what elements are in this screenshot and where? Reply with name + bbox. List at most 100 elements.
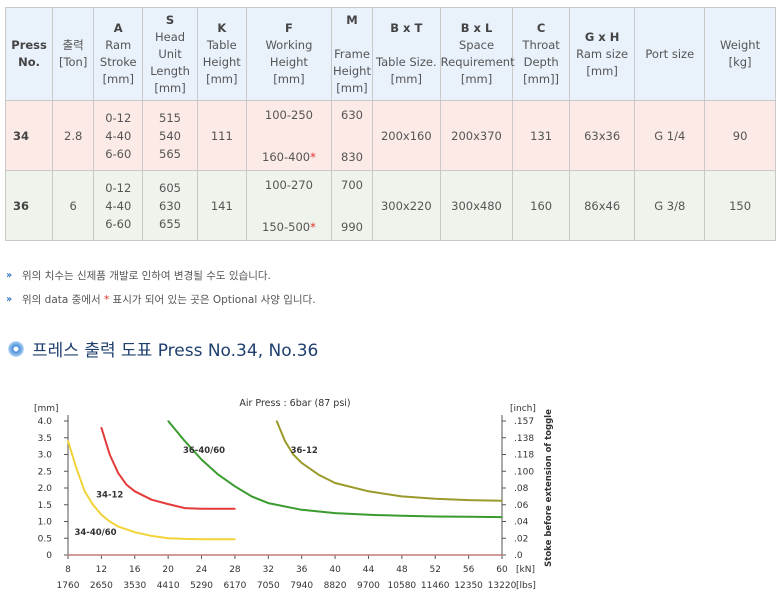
series-point bbox=[284, 440, 286, 442]
series-label: 34-40/60 bbox=[74, 528, 116, 538]
ton-cell: 2.8 bbox=[52, 100, 95, 171]
x-tick-label-kn: 52 bbox=[430, 565, 441, 575]
throat-cell: 160 bbox=[512, 170, 570, 241]
series-label: 36-12 bbox=[291, 446, 318, 456]
series-point bbox=[217, 538, 220, 541]
x-tick-label-lbs: 9700 bbox=[357, 581, 380, 591]
x-tick-label-lbs: 6170 bbox=[223, 581, 246, 591]
x-tick-label-lbs: 11460 bbox=[421, 581, 450, 591]
y-tick-label: 1.5 bbox=[38, 501, 52, 511]
series-point bbox=[467, 516, 470, 518]
series-point bbox=[300, 508, 303, 511]
port-cell: G 3/8 bbox=[634, 170, 706, 241]
series-point bbox=[184, 507, 186, 509]
series-line bbox=[167, 420, 503, 519]
series-point bbox=[133, 490, 136, 493]
x-tick-label-kn: 32 bbox=[263, 565, 274, 575]
series-point bbox=[217, 507, 220, 510]
notes: ›› 위의 치수는 신제품 개발로 인하여 변경될 수도 있습니다. ›› 위의… bbox=[6, 263, 316, 311]
note-text: 위의 data 중에서 * 표시가 되어 있는 곳은 Optional 사양 입… bbox=[22, 293, 316, 306]
series-point bbox=[108, 520, 111, 523]
header-port-size: Port size bbox=[634, 7, 706, 101]
y-tick-label: 1.0 bbox=[38, 518, 53, 528]
bullet-circle-icon bbox=[8, 340, 24, 357]
x-tick-label-kn: 16 bbox=[129, 565, 141, 575]
space-cell: 200x370 bbox=[439, 100, 514, 171]
x-tick-label-kn: 36 bbox=[296, 565, 308, 575]
series-point bbox=[167, 420, 169, 422]
y-right-tick-label: .0 bbox=[514, 551, 523, 561]
x-tick-label-kn: 40 bbox=[329, 565, 341, 575]
series-point bbox=[117, 472, 119, 474]
double-chevron-icon: ›› bbox=[6, 293, 12, 305]
table-size-cell: 200x160 bbox=[371, 100, 441, 171]
series-point bbox=[501, 516, 503, 518]
note-item: ›› 위의 data 중에서 * 표시가 되어 있는 곳은 Optional 사… bbox=[6, 287, 316, 311]
x-tick-label-lbs: 10580 bbox=[388, 581, 417, 591]
series-point bbox=[292, 453, 295, 456]
x-tick-label-lbs: 7940 bbox=[290, 581, 313, 591]
series-point bbox=[367, 514, 370, 516]
series-point bbox=[200, 507, 203, 510]
model-cell: 34 bbox=[4, 100, 54, 171]
series-point bbox=[234, 507, 236, 510]
series-point bbox=[150, 535, 153, 537]
series-point bbox=[133, 531, 136, 534]
header-ram-stroke: A Ram Stroke [mm] bbox=[93, 7, 144, 101]
section-heading: 프레스 출력 도표 Press No.34, No.36 bbox=[8, 336, 318, 361]
head-length-cell: 605 630 655 bbox=[142, 170, 198, 241]
note-text: 위의 치수는 신제품 개발로 인하여 변경될 수도 있습니다. bbox=[22, 269, 271, 282]
port-cell: G 1/4 bbox=[634, 100, 706, 171]
x-tick-label-lbs: 7050 bbox=[257, 581, 280, 591]
series-point bbox=[67, 554, 69, 556]
x-tick-label-lbs: 12350 bbox=[454, 581, 483, 591]
header-ton: 출력 [Ton] bbox=[52, 7, 95, 101]
stroke-cell: 0-12 4-40 6-60 bbox=[93, 100, 144, 171]
ram-size-cell: 63x36 bbox=[568, 100, 636, 171]
series-point bbox=[467, 499, 470, 501]
y-right-tick-label: .04 bbox=[514, 518, 529, 528]
series-line bbox=[67, 440, 235, 541]
series-point bbox=[334, 512, 336, 514]
table-height-cell: 141 bbox=[196, 170, 247, 241]
x-tick-label-lbs: 1760 bbox=[57, 581, 80, 591]
y-tick-label: 2.0 bbox=[38, 484, 53, 494]
series-point bbox=[167, 503, 169, 505]
series-point bbox=[184, 440, 186, 442]
x-tick-label-lbs: 13220 bbox=[488, 581, 517, 591]
y-right-unit-label: [inch] bbox=[510, 404, 536, 414]
head-length-cell: 515 540 565 bbox=[142, 100, 198, 171]
series-point bbox=[100, 514, 103, 516]
header-head-unit-length: S Head Unit Length [mm] bbox=[142, 7, 198, 101]
x-tick-label-lbs: 2650 bbox=[90, 581, 113, 591]
series-point bbox=[184, 538, 186, 540]
header-frame-height: M Frame Height [mm] bbox=[330, 7, 373, 101]
working-height-cell: 100-250 160-400* bbox=[245, 100, 332, 171]
y-right-tick-label: .100 bbox=[514, 467, 534, 477]
series-point bbox=[67, 440, 69, 442]
header-ram-size: G x H Ram size [mm] bbox=[568, 7, 636, 101]
series-point bbox=[317, 473, 320, 476]
y-tick-label: 2.5 bbox=[38, 467, 52, 477]
y-unit-label: [mm] bbox=[34, 404, 59, 414]
series-point bbox=[267, 502, 270, 504]
x-unit-kn: [kN] bbox=[516, 565, 535, 575]
y-tick-label: 3.5 bbox=[38, 434, 52, 444]
throat-cell: 131 bbox=[512, 100, 570, 171]
header-weight: Weight [kg] bbox=[704, 7, 776, 101]
series-point bbox=[100, 426, 103, 429]
model-cell: 36 bbox=[4, 170, 54, 241]
series-point bbox=[150, 498, 153, 501]
x-tick-label-kn: 8 bbox=[65, 565, 71, 575]
ram-size-cell: 86x46 bbox=[568, 170, 636, 241]
series-point bbox=[501, 499, 503, 502]
weight-cell: 150 bbox=[704, 170, 776, 241]
y-right-tick-label: .138 bbox=[514, 434, 534, 444]
x-tick-label-lbs: 3530 bbox=[123, 581, 146, 591]
frame-height-cell: 700 990 bbox=[330, 170, 373, 241]
series-point bbox=[92, 503, 94, 506]
series-point bbox=[367, 490, 370, 493]
weight-cell: 90 bbox=[704, 100, 776, 171]
right-axis-title: Stoke before extension of toggle bbox=[544, 409, 554, 567]
y-right-tick-label: .02 bbox=[514, 534, 528, 544]
